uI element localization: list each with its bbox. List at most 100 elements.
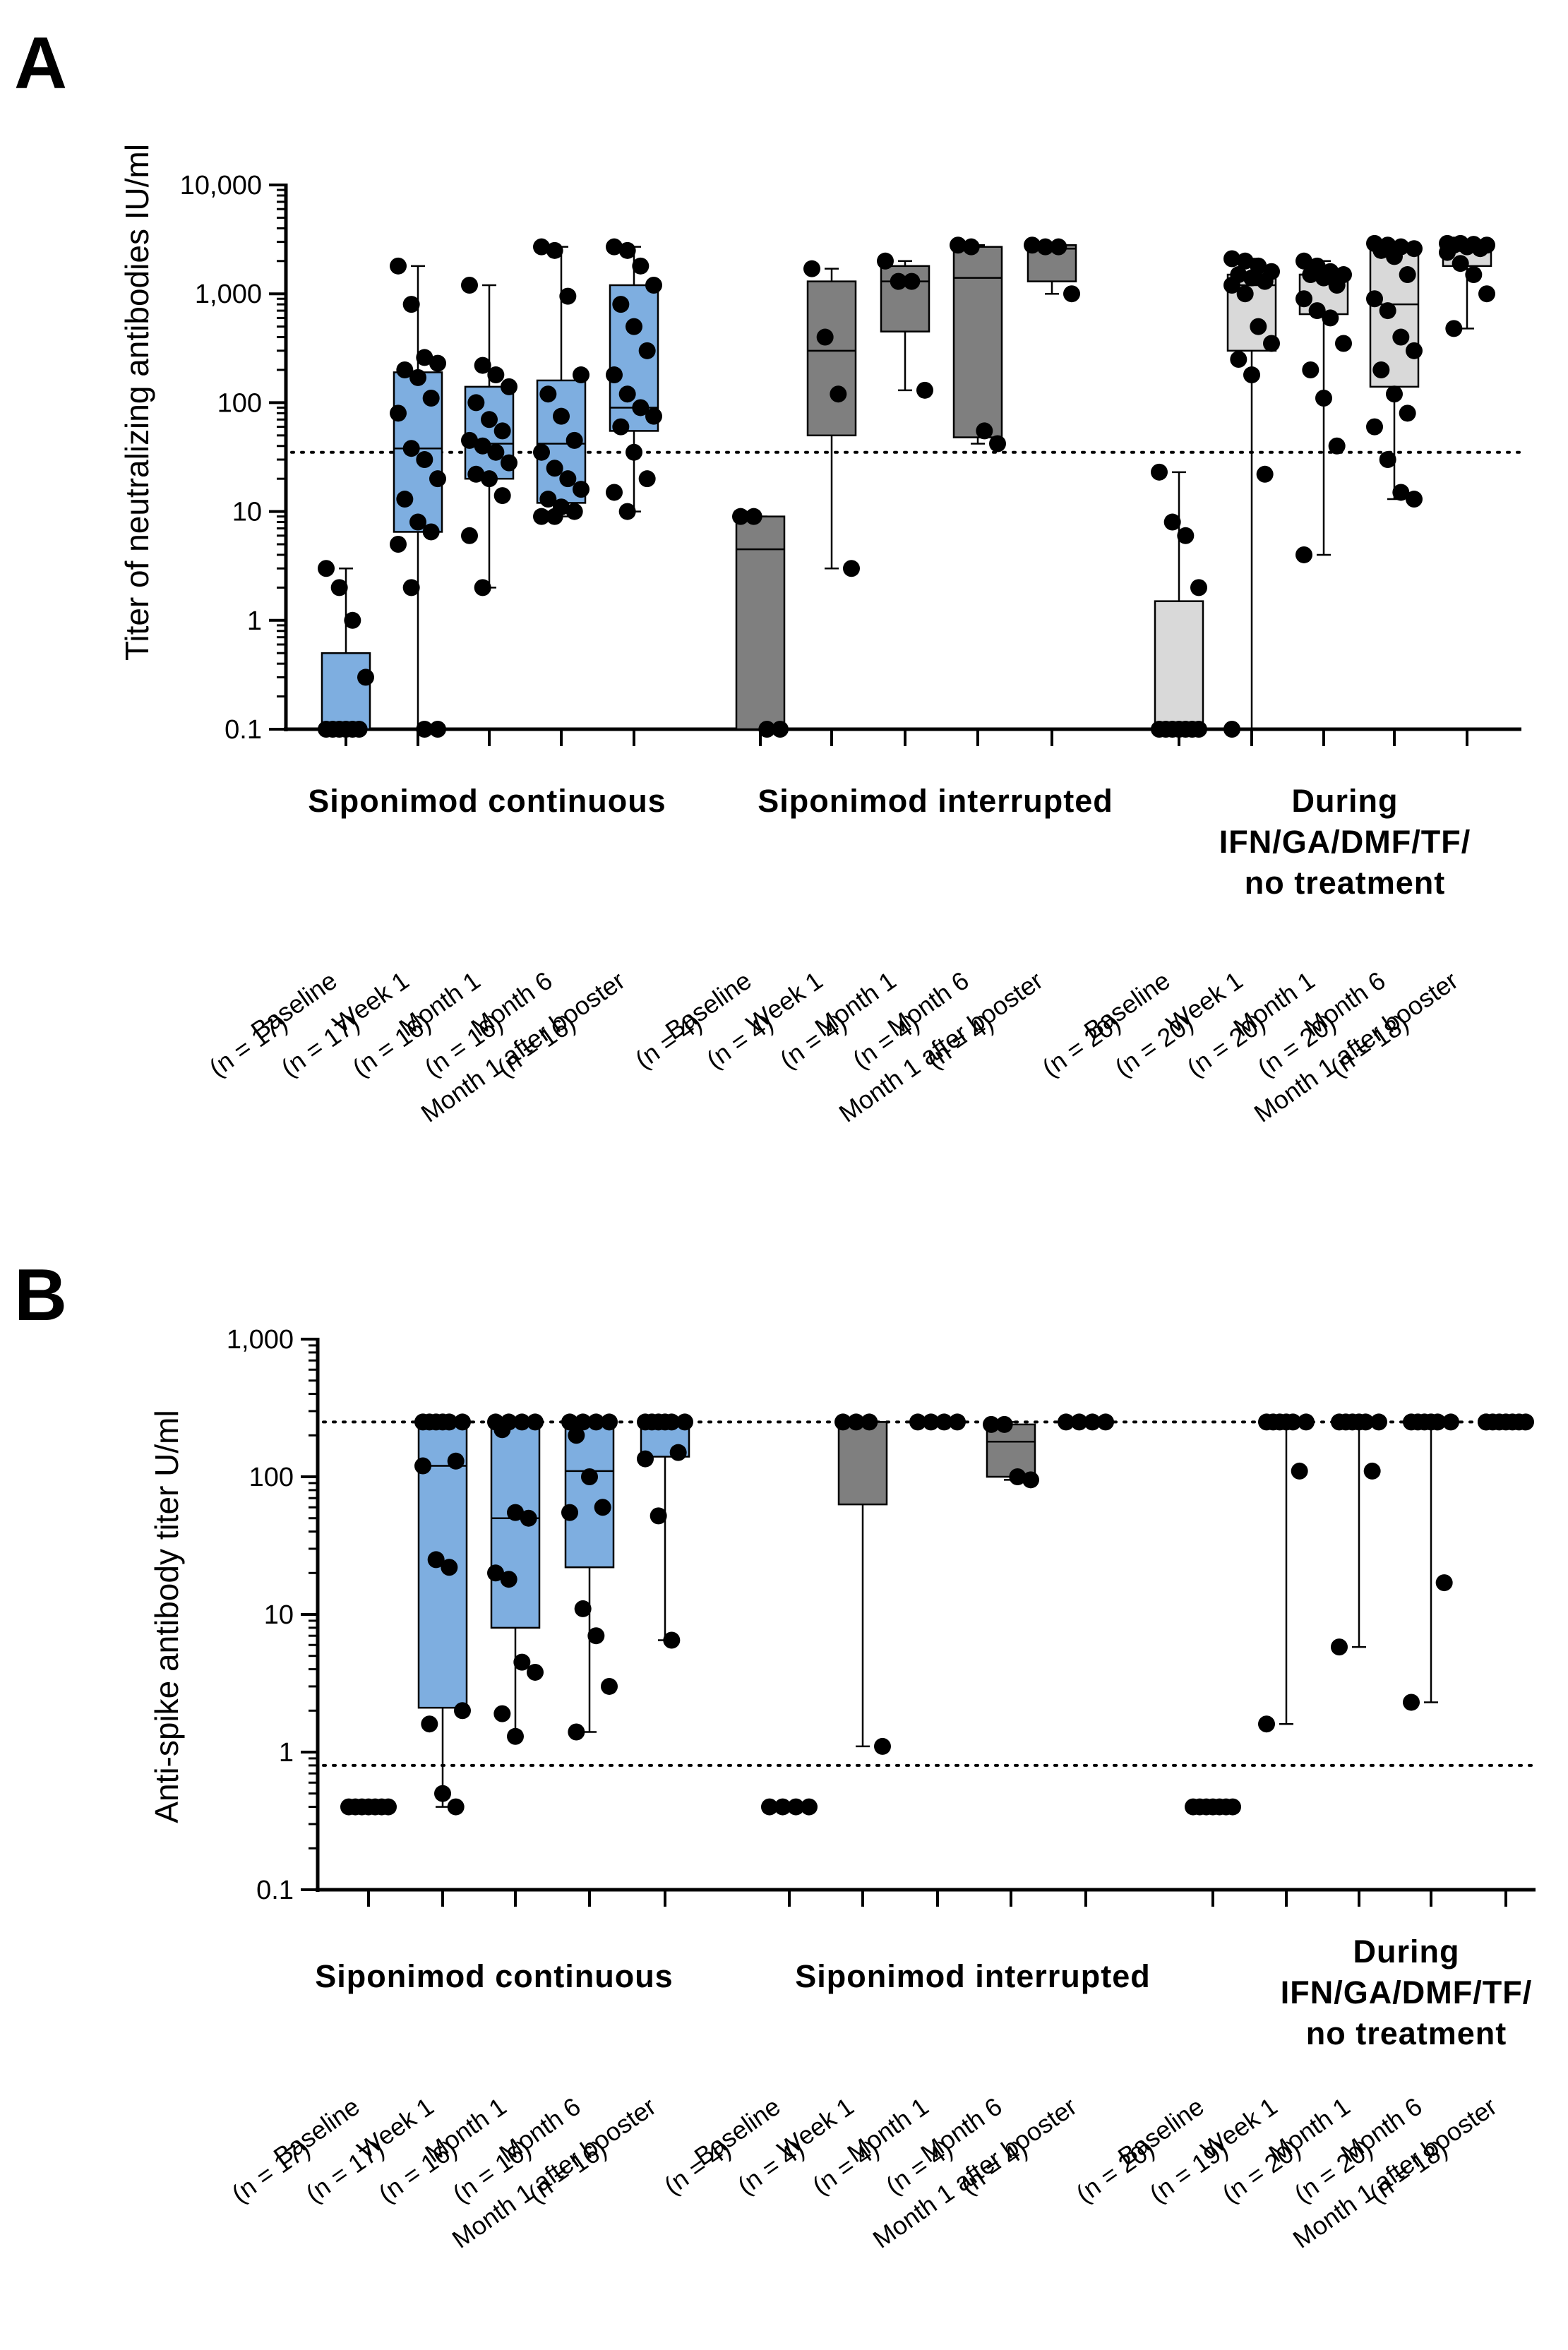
data-point — [601, 1677, 618, 1695]
data-point — [1386, 385, 1403, 403]
data-point — [1295, 546, 1312, 563]
data-point — [561, 1504, 578, 1521]
data-point — [1337, 1413, 1355, 1431]
data-point — [1298, 1413, 1315, 1431]
data-point — [318, 560, 335, 577]
data-point — [500, 1571, 517, 1588]
data-point — [402, 440, 420, 457]
data-point — [645, 407, 662, 425]
data-point — [1058, 1413, 1075, 1431]
group-label: During — [1353, 1934, 1460, 1970]
data-point — [1295, 252, 1312, 270]
data-point — [1409, 1413, 1427, 1431]
y-tick-label: 1 — [247, 606, 262, 636]
data-point — [612, 296, 630, 313]
data-point — [409, 513, 426, 531]
data-point — [565, 503, 583, 520]
data-point — [803, 260, 820, 277]
data-point — [474, 579, 491, 597]
data-point — [390, 257, 407, 275]
data-point — [390, 404, 407, 422]
data-point — [1399, 266, 1416, 284]
data-point — [774, 1798, 791, 1816]
data-point — [344, 721, 361, 738]
data-point — [434, 1785, 451, 1802]
data-point — [1363, 1462, 1381, 1480]
data-point — [618, 503, 636, 520]
data-point — [1151, 463, 1168, 481]
data-point — [501, 454, 517, 472]
data-point — [574, 1600, 592, 1617]
data-point — [1459, 238, 1476, 256]
data-point — [962, 238, 980, 256]
data-point — [1151, 721, 1168, 738]
data-point — [429, 721, 446, 738]
y-tick-label: 10,000 — [180, 171, 262, 200]
data-point — [421, 1413, 438, 1431]
data-point — [513, 1413, 531, 1431]
data-point — [1204, 1798, 1221, 1816]
data-point — [676, 1413, 693, 1431]
data-point — [847, 1413, 865, 1431]
data-point — [1372, 241, 1390, 259]
data-point — [1063, 285, 1080, 303]
data-point — [409, 368, 426, 386]
data-point — [1250, 318, 1267, 335]
data-point — [520, 1509, 537, 1527]
data-point — [1264, 1413, 1282, 1431]
data-point — [626, 443, 642, 461]
data-point — [618, 385, 636, 403]
data-point — [507, 1504, 524, 1521]
data-point — [1379, 302, 1396, 320]
data-point — [1510, 1413, 1528, 1431]
data-point — [877, 252, 894, 270]
data-point — [650, 1507, 667, 1525]
data-point — [638, 342, 656, 359]
data-point — [643, 1413, 661, 1431]
y-tick-label: 1 — [279, 1738, 294, 1768]
data-point — [1331, 1638, 1348, 1656]
y-tick-label: 10 — [232, 498, 262, 527]
data-point — [330, 579, 348, 597]
data-point — [461, 276, 478, 294]
data-point — [546, 460, 563, 477]
data-point — [568, 1723, 585, 1741]
data-point — [983, 1415, 1000, 1433]
data-point — [909, 1413, 926, 1431]
data-point — [1322, 309, 1339, 327]
data-point — [1223, 250, 1240, 268]
data-point — [1084, 1413, 1101, 1431]
data-point — [1445, 320, 1463, 337]
data-point — [995, 1415, 1013, 1433]
data-point — [527, 1663, 544, 1681]
data-point — [474, 356, 491, 374]
data-point — [441, 1559, 458, 1576]
data-point — [1439, 244, 1456, 261]
data-point — [357, 669, 374, 686]
data-point — [487, 1564, 504, 1582]
data-point — [861, 1413, 878, 1431]
data-point — [1243, 269, 1260, 287]
data-point — [1190, 721, 1207, 738]
panel-label-a: A — [14, 23, 67, 104]
data-point — [373, 1798, 390, 1816]
group-label: Siponimod interrupted — [795, 1958, 1150, 1994]
data-point — [1191, 1798, 1209, 1816]
data-point — [573, 481, 590, 498]
data-point — [481, 411, 498, 428]
data-point — [1308, 302, 1326, 320]
chart-panel-b: Anti-spike antibody titer U/ml 0.1 1 10 100… — [148, 1325, 1537, 2254]
box — [564, 1421, 615, 1569]
data-point — [421, 1715, 438, 1733]
data-point — [390, 536, 407, 553]
data-point — [546, 241, 563, 259]
data-point — [454, 1702, 471, 1720]
data-point — [422, 523, 440, 541]
data-point — [1370, 1413, 1387, 1431]
data-point — [1190, 579, 1207, 597]
data-point — [1379, 451, 1396, 469]
data-point — [493, 487, 511, 505]
data-point — [1258, 1715, 1275, 1733]
data-point — [487, 366, 505, 384]
